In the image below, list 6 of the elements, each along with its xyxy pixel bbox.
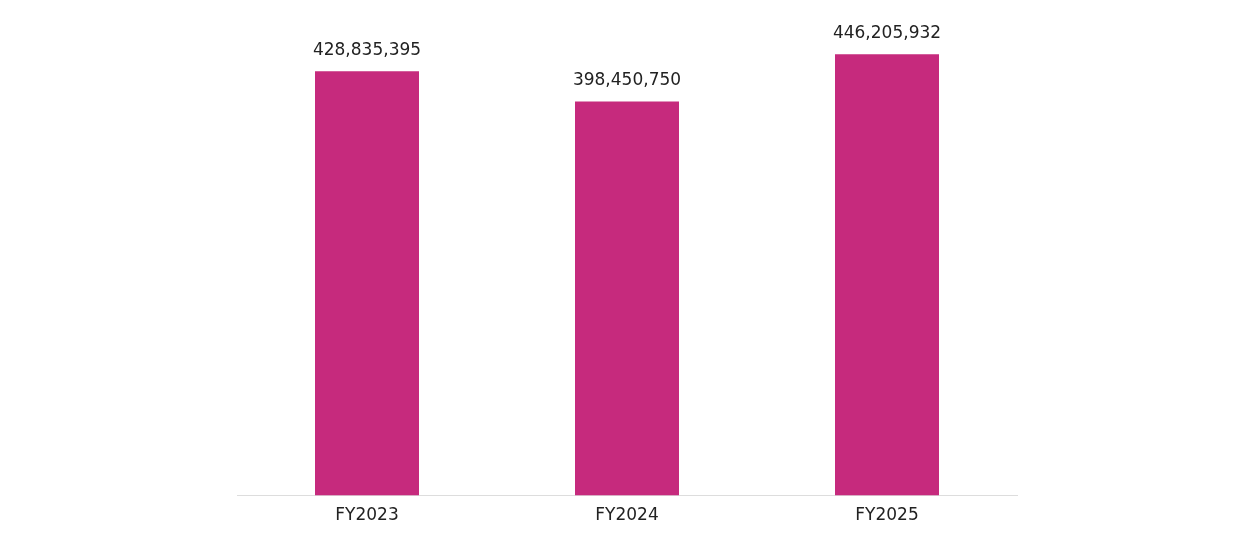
x-tick-label: FY2023 [335, 504, 399, 525]
data-label: 428,835,395 [312, 39, 422, 60]
x-tick-label: FY2025 [855, 504, 919, 525]
data-label: 398,450,750 [572, 69, 682, 90]
data-label: 446,205,932 [832, 22, 942, 43]
x-tick-label: FY2024 [595, 504, 659, 525]
